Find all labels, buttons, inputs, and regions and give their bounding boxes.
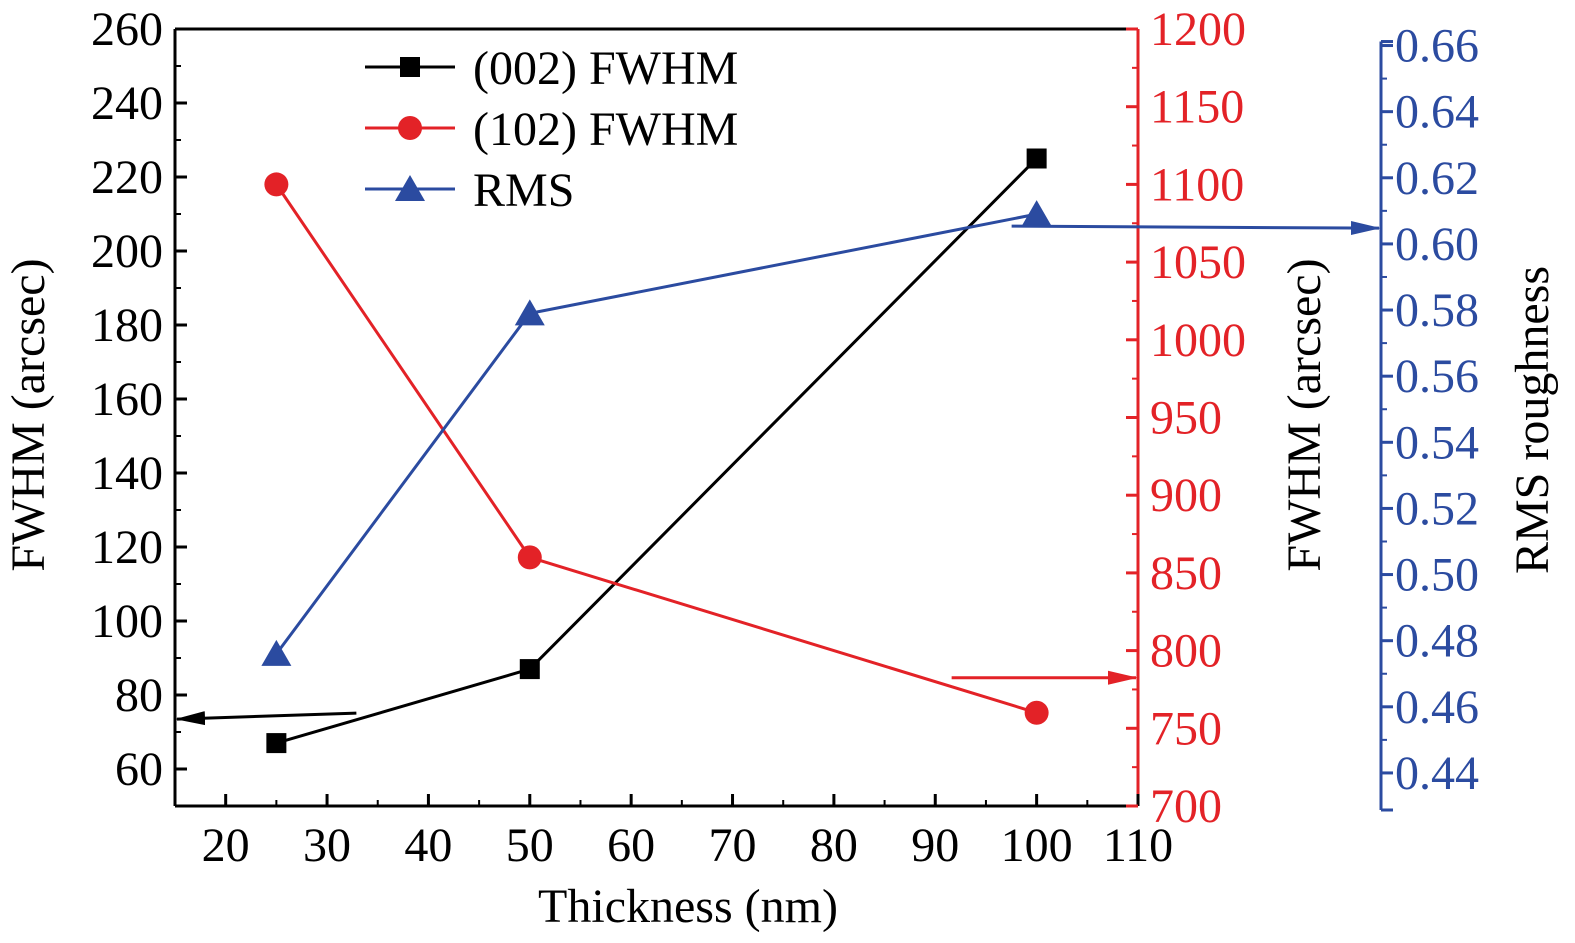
red-y-tick-label: 750 xyxy=(1150,702,1222,755)
left-axis-arrow xyxy=(175,711,357,726)
data-point-triangle xyxy=(514,299,545,326)
left-y-axis-title: FWHM (arcsec) xyxy=(2,258,55,571)
legend: (002) FWHM (102) FWHM RMS xyxy=(365,42,738,217)
left-y-tick-label: 160 xyxy=(91,373,163,426)
series-circle xyxy=(264,172,1049,725)
data-point-triangle xyxy=(261,639,292,666)
series-triangle xyxy=(261,200,1052,666)
x-tick-label: 40 xyxy=(404,819,452,872)
red-y-tick-label: 1000 xyxy=(1150,314,1246,367)
data-point-square xyxy=(519,659,540,680)
left-y-tick-label: 60 xyxy=(115,743,163,796)
red-y-tick-label: 800 xyxy=(1150,625,1222,678)
data-point-square xyxy=(266,733,287,754)
x-tick-label: 80 xyxy=(810,819,858,872)
data-point-circle xyxy=(517,545,542,570)
x-axis-title: Thickness (nm) xyxy=(538,880,838,933)
blue-axis-arrow xyxy=(1011,221,1381,236)
left-y-tick-label: 80 xyxy=(115,669,163,722)
data-point-circle xyxy=(264,172,289,197)
red-y-tick-label: 1150 xyxy=(1150,81,1244,134)
x-tick-label: 70 xyxy=(709,819,757,872)
blue-y-tick-label: 0.52 xyxy=(1395,482,1479,535)
series-line xyxy=(275,157,1038,745)
blue-y-tick-label: 0.56 xyxy=(1395,350,1479,403)
left-y-tick-label: 200 xyxy=(91,225,163,278)
left-y-tick-label: 180 xyxy=(91,299,163,352)
tick-labels: 20 30 40 50 60 70 80 90 100 110 60 80 100 120 140 160 18… xyxy=(91,3,1479,872)
legend-label: (002) FWHM xyxy=(473,42,738,95)
red-y-tick-label: 700 xyxy=(1150,780,1222,833)
left-y-tick-label: 100 xyxy=(91,595,163,648)
left-y-tick-label: 120 xyxy=(91,521,163,574)
data-point-triangle xyxy=(1021,200,1052,227)
red-y-tick-label: 1100 xyxy=(1150,158,1244,211)
legend-label: RMS xyxy=(473,164,574,217)
blue-y-tick-label: 0.50 xyxy=(1395,549,1479,602)
red-y-axis-title: FWHM (arcsec) xyxy=(1278,258,1331,571)
x-tick-label: 50 xyxy=(506,819,554,872)
red-y-tick-label: 1050 xyxy=(1150,236,1246,289)
series-layer xyxy=(261,148,1052,754)
series-line xyxy=(275,183,1038,715)
blue-y-axis-title: RMS roughness xyxy=(1506,266,1559,574)
legend-label: (102) FWHM xyxy=(473,103,738,156)
blue-y-tick-label: 0.58 xyxy=(1395,284,1479,337)
plot-frame xyxy=(173,27,1393,812)
left-y-tick-label: 140 xyxy=(91,447,163,500)
series-square xyxy=(266,148,1047,754)
data-point-square xyxy=(1026,148,1047,169)
left-y-tick-label: 260 xyxy=(91,3,163,56)
legend-marker-square xyxy=(400,57,420,77)
series-line xyxy=(275,212,1037,655)
blue-y-tick-label: 0.62 xyxy=(1395,152,1479,205)
tick-marks xyxy=(174,27,1393,808)
blue-y-tick-label: 0.44 xyxy=(1395,747,1479,800)
blue-y-tick-label: 0.54 xyxy=(1395,416,1479,469)
x-tick-label: 90 xyxy=(911,819,959,872)
blue-y-tick-label: 0.64 xyxy=(1395,86,1479,139)
blue-y-tick-label: 0.66 xyxy=(1395,20,1479,73)
left-y-tick-label: 240 xyxy=(91,77,163,130)
red-y-tick-label: 850 xyxy=(1150,547,1222,600)
red-y-tick-label: 950 xyxy=(1150,392,1222,445)
axis-indicator-arrows xyxy=(175,221,1381,726)
legend-marker-circle xyxy=(398,116,422,140)
x-tick-label: 30 xyxy=(303,819,351,872)
x-tick-label: 110 xyxy=(1103,819,1173,872)
blue-y-tick-label: 0.46 xyxy=(1395,681,1479,734)
legend-marker-triangle xyxy=(395,175,425,201)
legend-entry: (102) FWHM xyxy=(365,103,738,156)
blue-y-tick-label: 0.60 xyxy=(1395,218,1479,271)
x-tick-label: 20 xyxy=(202,819,250,872)
red-y-tick-label: 1200 xyxy=(1150,3,1246,56)
legend-entry: RMS xyxy=(365,164,574,217)
blue-y-tick-label: 0.48 xyxy=(1395,615,1479,668)
legend-entry: (002) FWHM xyxy=(365,42,738,95)
data-point-circle xyxy=(1024,700,1049,725)
x-tick-label: 60 xyxy=(607,819,655,872)
red-y-tick-label: 900 xyxy=(1150,469,1222,522)
x-tick-label: 100 xyxy=(1001,819,1073,872)
left-y-tick-label: 220 xyxy=(91,151,163,204)
